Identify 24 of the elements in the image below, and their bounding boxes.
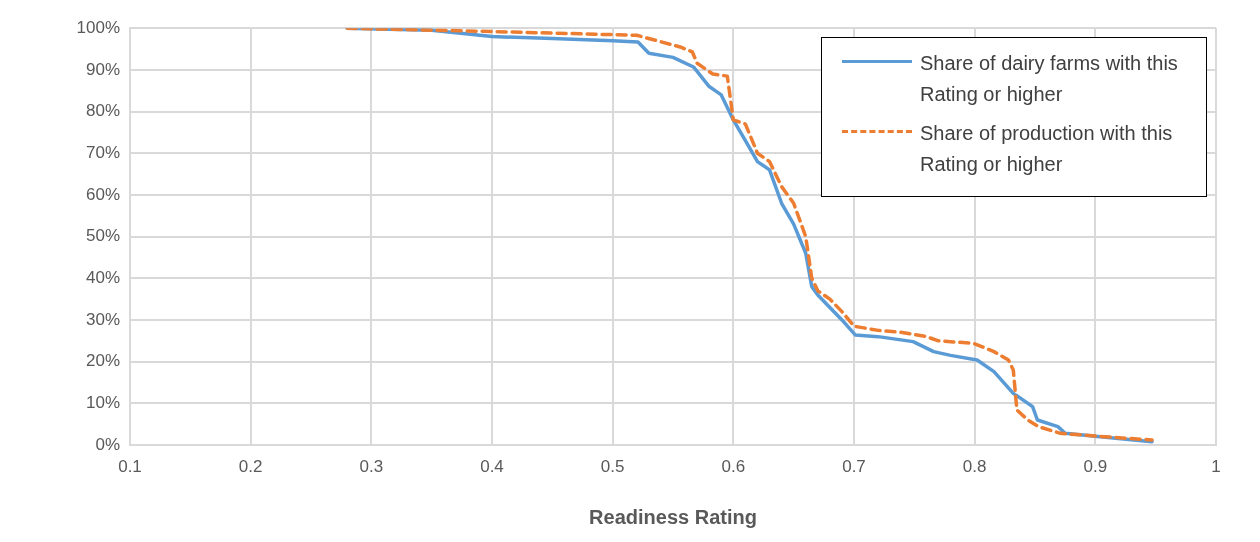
y-tick-label: 100% [76,17,120,37]
y-tick-label: 20% [85,351,120,371]
x-tick-label: 0.6 [721,456,746,476]
y-tick-label: 0% [95,434,120,454]
x-tick-label: 0.4 [480,456,504,476]
legend-label: Share of dairy farms with this Rating or higher [920,51,1179,107]
legend-label: Share of production with this Rating or higher [920,121,1174,177]
x-tick-label: 0.8 [962,456,987,476]
y-tick-label: 70% [85,142,120,162]
x-tick-label: 0.7 [842,456,866,476]
x-tick-label: 0.1 [118,456,142,476]
x-tick-label: 0.3 [359,456,384,476]
x-axis-title: Readiness Rating [589,505,757,528]
y-tick-label: 40% [85,267,120,287]
y-tick-label: 60% [85,184,120,204]
y-tick-label: 80% [85,101,120,121]
x-tick-label: 0.5 [600,456,625,476]
x-tick-label: 0.2 [238,456,263,476]
y-tick-label: 30% [85,309,120,329]
x-tick-label: 0.9 [1083,456,1108,476]
y-tick-label: 90% [85,59,120,79]
x-tick-label: 1 [1211,456,1221,476]
y-tick-label: 50% [85,226,120,246]
y-tick-label: 10% [85,393,120,413]
